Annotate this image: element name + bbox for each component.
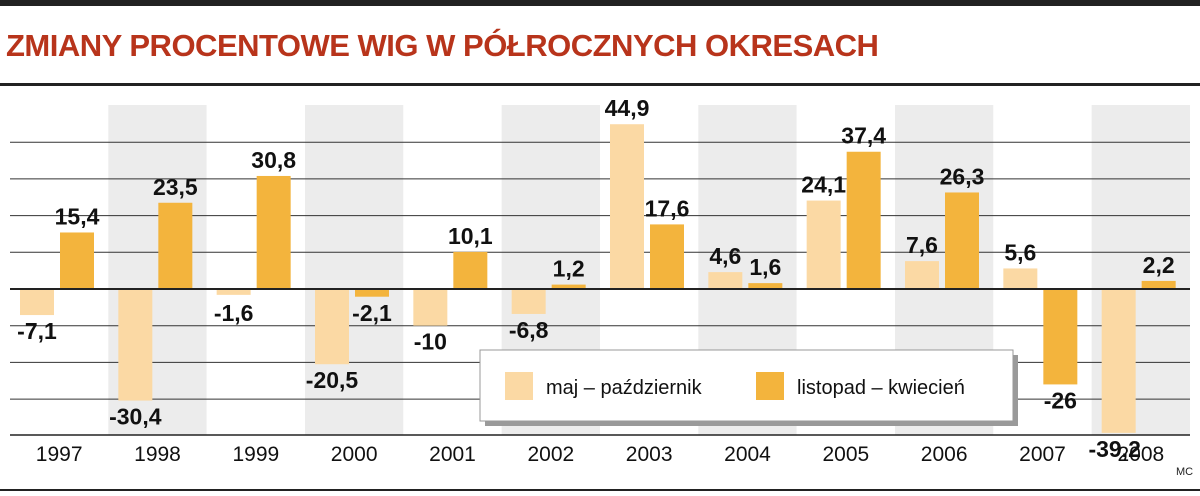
data-label: 37,4 — [841, 123, 886, 149]
data-label: 44,9 — [605, 95, 650, 121]
bar — [551, 284, 586, 289]
chart-title: ZMIANY PROCENTOWE WIG W PÓŁROCZNYCH OKRE… — [6, 28, 879, 63]
bar — [355, 289, 389, 297]
bar — [1043, 289, 1078, 385]
bar — [256, 175, 291, 289]
data-label: 5,6 — [1004, 239, 1036, 265]
x-tick-label: 1999 — [232, 443, 279, 466]
data-label: -6,8 — [509, 317, 549, 343]
bar — [216, 289, 251, 295]
data-label: 4,6 — [709, 243, 741, 269]
data-label: 30,8 — [251, 147, 296, 173]
data-label: 10,1 — [448, 223, 493, 249]
bar — [945, 192, 979, 289]
data-label: -2,1 — [352, 300, 392, 326]
x-tick-label: 1998 — [134, 443, 181, 466]
bar — [453, 251, 488, 289]
title-rule — [0, 83, 1200, 86]
bar — [1003, 268, 1038, 289]
bar — [315, 289, 349, 365]
bar — [650, 224, 684, 289]
legend-box — [479, 349, 1014, 422]
bar — [1101, 289, 1136, 433]
legend-swatch-maj-pazdziernik — [505, 372, 533, 400]
x-tick-label: 2007 — [1019, 443, 1066, 466]
data-label: 2,2 — [1143, 252, 1175, 278]
x-tick-label: 2006 — [921, 443, 968, 466]
bottom-rule — [0, 489, 1200, 491]
data-label: 24,1 — [801, 172, 846, 198]
credit: MC — [1176, 466, 1194, 478]
data-label: 17,6 — [645, 195, 690, 221]
data-label: -26 — [1044, 387, 1077, 413]
bar — [413, 289, 448, 326]
data-label: 1,6 — [749, 254, 781, 280]
bar — [905, 261, 939, 289]
bar — [806, 200, 841, 289]
bar — [60, 232, 94, 289]
data-label: -7,1 — [17, 318, 57, 344]
x-tick-label: 2000 — [331, 443, 378, 466]
bar — [708, 272, 743, 289]
column-stripe — [305, 105, 404, 435]
x-tick-label: 2003 — [626, 443, 673, 466]
bar — [511, 289, 546, 314]
legend-label-listopad-kwiecien: listopad – kwiecień — [797, 377, 965, 399]
x-tick-label: 2002 — [527, 443, 574, 466]
x-tick-label: 2004 — [724, 443, 771, 466]
data-label: 1,2 — [553, 256, 585, 282]
bar — [610, 124, 644, 289]
x-tick-label: 2008 — [1117, 443, 1164, 466]
bar — [846, 151, 881, 289]
data-label: -39,2 — [1088, 436, 1140, 462]
data-label: 15,4 — [55, 203, 100, 229]
bar — [158, 202, 193, 289]
legend-label-maj-pazdziernik: maj – październik — [546, 377, 703, 399]
bar — [118, 289, 153, 401]
x-tick-label: 2001 — [429, 443, 476, 466]
data-label: 26,3 — [940, 163, 985, 189]
data-label: -20,5 — [306, 367, 359, 393]
x-tick-label: 1997 — [36, 443, 83, 466]
bar — [1141, 280, 1176, 289]
data-label: 23,5 — [153, 174, 198, 200]
legend-swatch-listopad-kwiecien — [756, 372, 784, 400]
data-label: -30,4 — [109, 404, 162, 430]
top-bar — [0, 0, 1200, 6]
x-tick-label: 2005 — [822, 443, 869, 466]
bar — [20, 289, 54, 316]
data-label: 7,6 — [906, 232, 938, 258]
bar — [748, 283, 783, 289]
data-label: -10 — [414, 329, 447, 355]
data-label: -1,6 — [214, 300, 254, 326]
